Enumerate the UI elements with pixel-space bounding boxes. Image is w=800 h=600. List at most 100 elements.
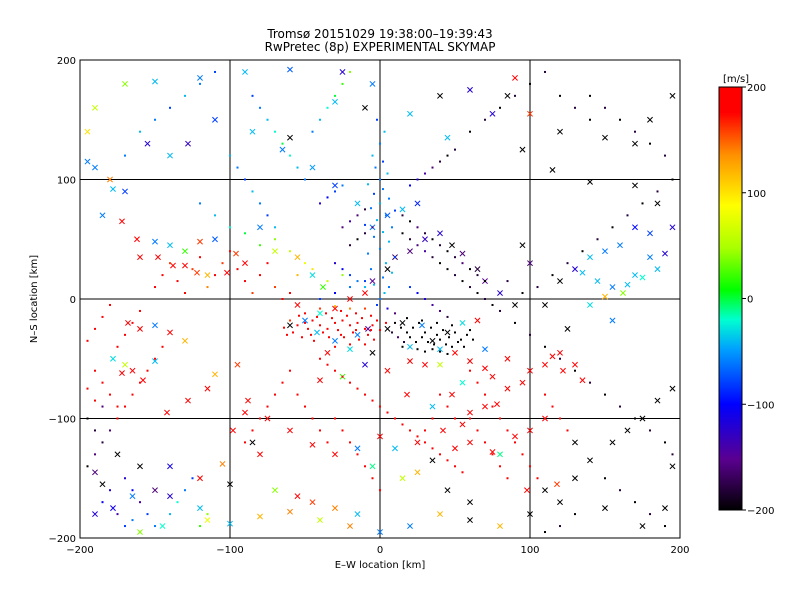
data-point-dot bbox=[364, 223, 366, 226]
data-point-dot bbox=[361, 317, 363, 320]
data-point-dot bbox=[326, 196, 329, 199]
data-point-dot bbox=[109, 303, 111, 306]
data-point-cross bbox=[572, 475, 578, 482]
data-point-cross bbox=[110, 355, 116, 362]
data-point-cross bbox=[519, 379, 526, 386]
data-point-cross bbox=[654, 200, 661, 207]
data-point-cross bbox=[560, 367, 566, 374]
data-point-dot bbox=[116, 405, 119, 408]
data-point-cross bbox=[399, 319, 406, 326]
data-point-dot bbox=[574, 513, 576, 516]
data-point-cross bbox=[92, 164, 98, 171]
data-point-cross bbox=[452, 445, 458, 452]
data-point-cross bbox=[572, 439, 578, 446]
y-tick-label: 200 bbox=[57, 56, 76, 67]
data-point-dot bbox=[319, 324, 321, 327]
data-point-cross bbox=[542, 487, 548, 494]
data-point-dot bbox=[146, 513, 149, 516]
data-point-dot bbox=[109, 429, 111, 432]
data-point-dot bbox=[457, 341, 459, 344]
data-point-dot bbox=[289, 250, 291, 253]
data-point-cross bbox=[392, 445, 398, 452]
data-point-dot bbox=[221, 262, 224, 265]
data-point-dot bbox=[484, 118, 486, 121]
data-point-cross bbox=[219, 460, 226, 467]
data-point-cross bbox=[437, 92, 443, 99]
data-point-dot bbox=[349, 220, 351, 223]
data-point-cross bbox=[134, 236, 140, 243]
data-point-cross bbox=[407, 523, 413, 530]
data-point-dot bbox=[424, 298, 426, 300]
data-point-cross bbox=[362, 104, 368, 111]
data-point-dot bbox=[154, 357, 156, 360]
data-point-dot bbox=[412, 326, 414, 329]
data-point-dot bbox=[371, 477, 374, 480]
x-tick-label: −200 bbox=[66, 545, 93, 556]
data-point-dot bbox=[94, 399, 96, 402]
data-point-cross bbox=[164, 409, 170, 416]
data-point-cross bbox=[185, 140, 191, 147]
data-point-dot bbox=[574, 369, 576, 372]
data-point-dot bbox=[86, 387, 89, 390]
data-point-cross bbox=[137, 463, 143, 470]
data-point-dot bbox=[472, 338, 474, 341]
data-point-cross bbox=[234, 361, 241, 368]
data-point-cross bbox=[92, 511, 98, 518]
data-point-dot bbox=[169, 513, 171, 516]
colorbar-gradient bbox=[718, 86, 743, 511]
data-point-cross bbox=[347, 523, 353, 530]
data-point-dot bbox=[566, 262, 569, 265]
data-point-dot bbox=[304, 312, 306, 315]
data-point-dot bbox=[341, 375, 344, 378]
data-point-cross bbox=[197, 475, 203, 482]
data-point-dot bbox=[349, 70, 351, 73]
data-point-dot bbox=[382, 276, 384, 279]
data-point-cross bbox=[287, 427, 293, 434]
data-point-dot bbox=[401, 345, 404, 348]
data-point-cross bbox=[542, 302, 548, 308]
y-axis-ticks: −200 −100 0 100 200 bbox=[49, 56, 76, 545]
data-point-cross bbox=[639, 274, 646, 281]
data-point-dot bbox=[139, 381, 141, 384]
data-point-dot bbox=[364, 307, 366, 310]
data-point-dot bbox=[259, 244, 261, 247]
data-point-dot bbox=[311, 268, 314, 271]
data-point-cross bbox=[549, 166, 556, 173]
data-point-dot bbox=[409, 336, 411, 339]
data-point-dot bbox=[416, 244, 419, 247]
data-point-dot bbox=[334, 190, 336, 193]
data-point-cross bbox=[384, 325, 391, 332]
data-point-cross bbox=[654, 397, 661, 404]
data-point-dot bbox=[274, 393, 276, 396]
data-point-dot bbox=[446, 405, 449, 408]
data-point-dot bbox=[461, 280, 464, 283]
data-point-dot bbox=[139, 309, 141, 312]
data-point-dot bbox=[476, 381, 479, 384]
data-point-cross bbox=[452, 349, 458, 356]
data-point-cross bbox=[467, 86, 473, 93]
data-point-dot bbox=[491, 405, 494, 408]
data-point-dot bbox=[401, 214, 404, 217]
data-point-dot bbox=[544, 531, 546, 534]
chart-subtitle: RwPretec (8p) EXPERIMENTAL SKYMAP bbox=[265, 40, 496, 54]
data-point-cross bbox=[92, 469, 98, 476]
data-point-dot bbox=[371, 324, 374, 327]
data-point-dot bbox=[439, 393, 441, 396]
data-point-dot bbox=[386, 307, 389, 310]
x-tick-label: 100 bbox=[520, 545, 539, 556]
data-point-dot bbox=[341, 268, 344, 271]
data-point-dot bbox=[316, 315, 318, 318]
colorbar: [m/s] 200 100 0 −100 −200 bbox=[718, 74, 774, 517]
data-point-dot bbox=[454, 465, 456, 468]
data-point-dot bbox=[116, 417, 119, 420]
data-point-cross bbox=[437, 230, 443, 237]
colorbar-tick-label: 0 bbox=[747, 295, 753, 306]
data-point-cross bbox=[129, 367, 136, 374]
data-point-dot bbox=[274, 238, 276, 241]
data-point-dot bbox=[371, 399, 374, 402]
data-point-dot bbox=[671, 453, 674, 456]
data-point-dot bbox=[476, 274, 479, 277]
data-point-dot bbox=[451, 345, 453, 348]
data-point-dot bbox=[506, 280, 509, 283]
data-point-dot bbox=[391, 331, 393, 334]
